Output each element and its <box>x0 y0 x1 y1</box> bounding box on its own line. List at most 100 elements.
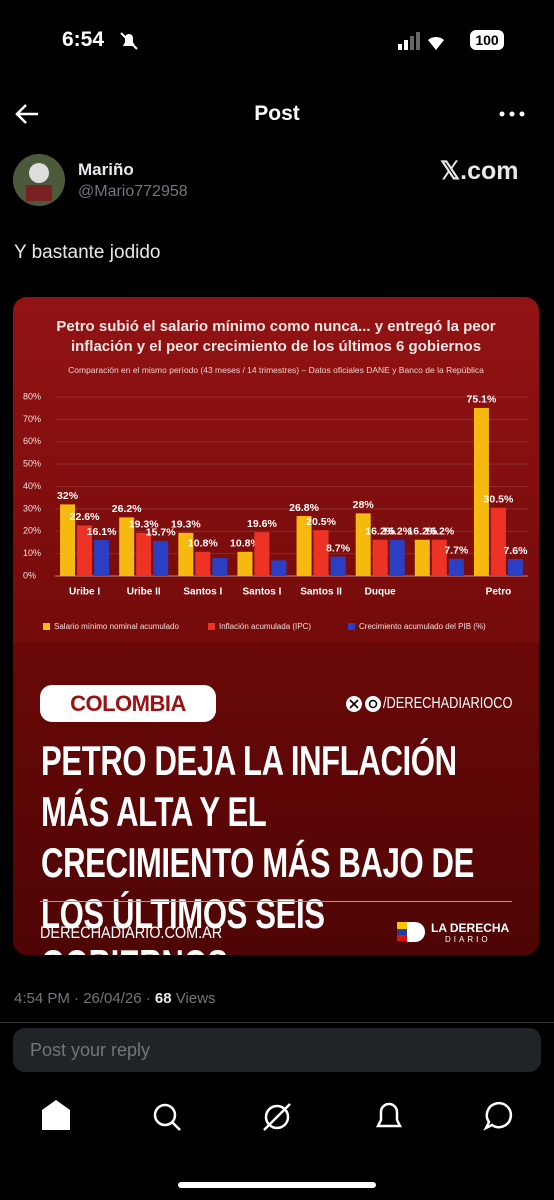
y-tick-label: 50% <box>23 459 41 469</box>
home-indicator <box>178 1182 376 1188</box>
legend-swatch <box>208 623 215 630</box>
bar <box>296 516 312 576</box>
y-tick-label: 60% <box>23 436 41 446</box>
y-tick-label: 10% <box>23 548 41 558</box>
brand-line2: DIARIO <box>445 935 491 944</box>
divider <box>40 901 512 902</box>
y-tick-label: 80% <box>23 391 41 401</box>
post-text: Y bastante jodido <box>14 242 161 263</box>
social-icons <box>346 696 381 712</box>
value-label: 19.3% <box>129 519 159 531</box>
value-label: 28% <box>353 499 375 511</box>
reply-input[interactable]: Post your reply <box>13 1028 541 1072</box>
x-tick-label: Uribe I <box>69 587 100 598</box>
nav-notifications[interactable] <box>375 1102 403 1128</box>
value-label: 8.7% <box>326 542 351 554</box>
bar <box>136 532 152 576</box>
y-tick-label: 20% <box>23 526 41 536</box>
bar <box>490 507 506 576</box>
bar <box>178 532 194 576</box>
banner-label: COLOMBIA <box>40 685 216 722</box>
legend-swatch <box>348 623 355 630</box>
chart-subtitle: Comparación en el mismo período (43 mese… <box>68 365 484 375</box>
x-tick-label: Petro <box>486 587 512 598</box>
y-tick-label: 40% <box>23 481 41 491</box>
chart-title: Petro subió el salario mínimo como nunca… <box>56 318 496 355</box>
nav-messages[interactable] <box>483 1101 513 1131</box>
bar <box>153 540 169 576</box>
bar <box>60 504 76 576</box>
value-label: 19.6% <box>247 518 277 530</box>
x-tick-label: Uribe II <box>127 587 161 598</box>
back-button[interactable] <box>14 102 42 126</box>
views-count: 68 <box>154 990 172 1007</box>
brand-logo <box>397 922 425 942</box>
value-label: 30.5% <box>484 494 514 506</box>
value-label: 10.8% <box>230 538 260 550</box>
value-label: 15.7% <box>146 527 176 539</box>
bar <box>431 539 447 576</box>
legend-label: Salario mínimo nominal acumulado <box>54 622 180 631</box>
bar <box>448 558 464 576</box>
bar <box>237 551 253 576</box>
y-tick-label: 70% <box>23 414 41 424</box>
bar <box>271 560 287 576</box>
bar <box>119 517 135 576</box>
bar <box>313 530 329 576</box>
x-tick-label: Santos II <box>300 587 342 598</box>
value-label: 7.7% <box>444 545 469 557</box>
x-tick-label: Santos I <box>183 587 222 598</box>
more-button[interactable] <box>498 110 528 118</box>
y-tick-label: 0% <box>23 570 36 580</box>
value-label: 16.2% <box>365 526 395 538</box>
views-label: Views <box>175 990 216 1007</box>
value-label: 20.5% <box>306 516 336 528</box>
social-handle: /DERECHADIARIOCO <box>383 695 513 712</box>
bar <box>94 539 110 576</box>
value-label: 75.1% <box>467 394 497 406</box>
bar <box>507 558 523 576</box>
bar <box>77 525 93 576</box>
value-label: 10.8% <box>188 538 218 550</box>
legend-label: Crecimiento acumulado del PIB (%) <box>359 622 486 631</box>
bottom-nav <box>42 1100 513 1131</box>
bar <box>195 551 211 576</box>
bar <box>372 539 388 576</box>
bar <box>355 513 371 576</box>
value-label: 16.2% <box>407 526 437 538</box>
value-label: 22.6% <box>70 511 100 523</box>
bar <box>212 558 228 576</box>
x-tick-label: Duque <box>365 587 397 598</box>
header-title: Post <box>254 102 300 125</box>
bar <box>389 539 405 576</box>
separator <box>0 1022 554 1023</box>
nav-search[interactable] <box>153 1103 181 1131</box>
nav-home[interactable] <box>42 1100 70 1130</box>
signal-wifi <box>398 32 444 50</box>
bar <box>473 407 489 576</box>
y-tick-label: 30% <box>23 503 41 513</box>
legend-label: Inflación acumulada (IPC) <box>219 622 311 631</box>
website: DERECHADIARIO.COM.AR <box>40 923 223 942</box>
post-meta: 4:54 PM · 26/04/26 · 68 Views <box>14 990 216 1007</box>
bar <box>254 532 270 576</box>
value-label: 32% <box>57 490 79 502</box>
source-label: 𝕏.com <box>440 157 519 185</box>
bar <box>414 539 430 576</box>
value-label: 19.3% <box>171 519 201 531</box>
bar <box>330 556 346 576</box>
avatar[interactable] <box>12 153 66 207</box>
chart: 0% 10% 20% 30% 40% 50% 60% 70% 80% Uribe I 32% 22.6… <box>23 391 528 631</box>
mute-icon <box>120 32 138 50</box>
value-label: 16.1% <box>87 526 117 538</box>
value-label: 26.8% <box>289 502 319 514</box>
value-label: 16.2% <box>424 526 454 538</box>
battery: 100 <box>470 30 504 50</box>
post-image[interactable]: Petro subió el salario mínimo como nunca… <box>13 297 539 955</box>
author-name[interactable]: Mariño <box>78 160 134 179</box>
author-handle[interactable]: @Mario772958 <box>78 183 188 200</box>
nav-grok[interactable] <box>263 1103 291 1131</box>
value-label: 7.6% <box>503 545 528 557</box>
legend-swatch <box>43 623 50 630</box>
